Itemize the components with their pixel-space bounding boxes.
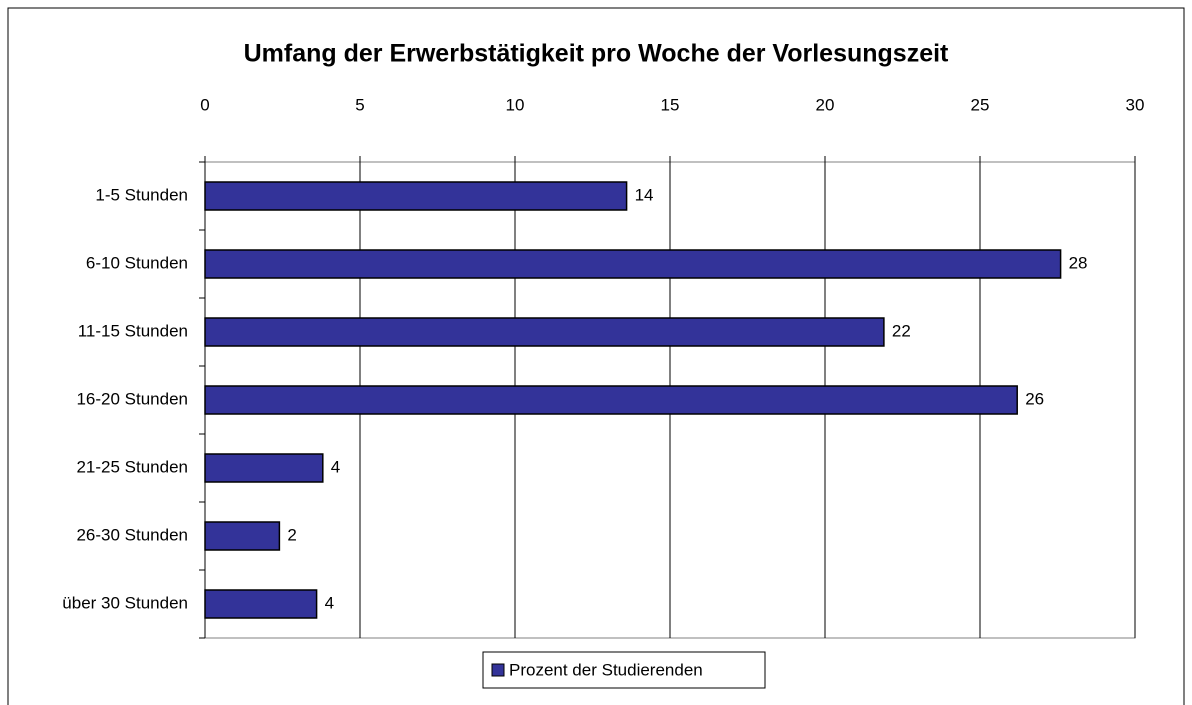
x-tick-label: 30 xyxy=(1126,95,1145,114)
legend-box xyxy=(482,651,766,689)
legend-swatch xyxy=(491,663,505,677)
y-tick-label: 1-5 Stunden xyxy=(95,185,188,204)
x-tick-label: 0 xyxy=(200,95,209,114)
legend-label: Prozent der Studierenden xyxy=(509,660,703,679)
data-label: 4 xyxy=(325,593,334,612)
data-label: 2 xyxy=(287,525,296,544)
x-tick-label: 5 xyxy=(355,95,364,114)
bar xyxy=(204,317,885,347)
y-tick-label: 11-15 Stunden xyxy=(78,321,188,340)
x-tick-label: 20 xyxy=(816,95,835,114)
x-tick-label: 25 xyxy=(971,95,990,114)
x-tick-label: 10 xyxy=(506,95,525,114)
y-tick-label: 26-30 Stunden xyxy=(76,525,188,544)
bar xyxy=(204,521,281,551)
y-tick-label: 6-10 Stunden xyxy=(86,253,188,272)
data-label: 4 xyxy=(331,457,340,476)
bar xyxy=(204,385,1018,415)
bar xyxy=(204,453,324,483)
y-tick-label: 21-25 Stunden xyxy=(76,457,188,476)
data-label: 28 xyxy=(1069,253,1088,272)
chart-title: Umfang der Erwerbstätigkeit pro Woche de… xyxy=(244,40,949,68)
data-label: 26 xyxy=(1025,389,1044,408)
data-label: 14 xyxy=(635,185,654,204)
data-label: 22 xyxy=(892,321,911,340)
x-tick-label: 15 xyxy=(661,95,680,114)
y-tick-label: über 30 Stunden xyxy=(62,593,188,612)
bar xyxy=(204,181,628,211)
bar xyxy=(204,249,1062,279)
y-tick-label: 16-20 Stunden xyxy=(76,389,188,408)
bar xyxy=(204,589,318,619)
